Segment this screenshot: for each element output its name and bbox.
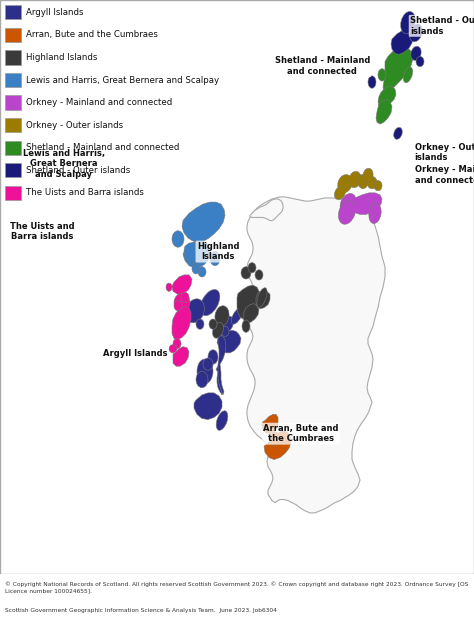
Text: © Copyright National Records of Scotland. All rights reserved Scottish Governmen: © Copyright National Records of Scotland… (5, 582, 468, 593)
Ellipse shape (173, 338, 181, 349)
Text: Shetland - Outer
islands: Shetland - Outer islands (410, 16, 474, 35)
Polygon shape (250, 199, 283, 220)
Ellipse shape (210, 252, 220, 266)
Ellipse shape (338, 201, 356, 224)
Text: Orkney - Mainland
and connected: Orkney - Mainland and connected (415, 166, 474, 185)
Text: Lewis and Harris, Great Bernera and Scalpay: Lewis and Harris, Great Bernera and Scal… (26, 76, 219, 84)
Ellipse shape (169, 345, 177, 353)
Polygon shape (264, 431, 291, 460)
Ellipse shape (196, 319, 204, 329)
Text: Orkney - Outer
islands: Orkney - Outer islands (415, 143, 474, 162)
Polygon shape (262, 414, 278, 434)
Text: Shetland - Mainland and connected: Shetland - Mainland and connected (26, 143, 179, 152)
Polygon shape (237, 285, 260, 319)
Ellipse shape (181, 292, 189, 302)
Polygon shape (184, 242, 210, 263)
Ellipse shape (374, 181, 382, 191)
Ellipse shape (401, 12, 415, 34)
Ellipse shape (203, 358, 213, 370)
Text: Orkney - Mainland and connected: Orkney - Mainland and connected (26, 98, 172, 107)
Ellipse shape (248, 263, 256, 273)
Ellipse shape (367, 176, 377, 189)
Ellipse shape (223, 316, 233, 332)
Polygon shape (378, 86, 396, 107)
Ellipse shape (174, 301, 182, 310)
Text: Highland
Islands: Highland Islands (197, 242, 239, 261)
Polygon shape (391, 30, 413, 55)
Ellipse shape (270, 432, 280, 446)
Ellipse shape (198, 266, 206, 277)
Text: Lewis and Harris,
Great Bernera
and Scalpay: Lewis and Harris, Great Bernera and Scal… (23, 149, 105, 179)
Ellipse shape (378, 69, 386, 81)
Text: Argyll Islands: Argyll Islands (26, 8, 83, 17)
Ellipse shape (241, 266, 251, 279)
Polygon shape (245, 197, 385, 513)
Ellipse shape (257, 288, 267, 307)
Ellipse shape (410, 24, 422, 42)
Ellipse shape (192, 264, 200, 274)
Text: Shetland - Outer islands: Shetland - Outer islands (26, 166, 130, 175)
Ellipse shape (200, 289, 220, 315)
Polygon shape (5, 5, 21, 19)
Text: Orkney - Outer islands: Orkney - Outer islands (26, 120, 123, 130)
Ellipse shape (215, 306, 229, 326)
Ellipse shape (216, 410, 228, 430)
Ellipse shape (174, 293, 190, 312)
Ellipse shape (231, 307, 243, 324)
Polygon shape (5, 163, 21, 178)
Polygon shape (172, 275, 192, 294)
Polygon shape (5, 50, 21, 65)
Polygon shape (5, 96, 21, 110)
Text: Highland Islands: Highland Islands (26, 53, 97, 62)
Ellipse shape (349, 171, 361, 188)
Ellipse shape (338, 175, 352, 193)
Ellipse shape (197, 359, 213, 384)
Ellipse shape (411, 47, 421, 60)
Polygon shape (5, 186, 21, 200)
Polygon shape (5, 140, 21, 155)
Ellipse shape (416, 57, 424, 66)
Ellipse shape (335, 186, 346, 199)
Polygon shape (243, 304, 259, 323)
Ellipse shape (242, 320, 250, 332)
Ellipse shape (369, 203, 381, 224)
Text: Argyll Islands: Argyll Islands (103, 349, 167, 358)
Ellipse shape (340, 194, 356, 212)
Polygon shape (182, 202, 225, 242)
Polygon shape (5, 118, 21, 132)
Polygon shape (194, 393, 222, 420)
Polygon shape (376, 99, 392, 124)
Ellipse shape (221, 326, 229, 337)
Text: Shetland - Mainland
and connected: Shetland - Mainland and connected (274, 57, 370, 76)
Ellipse shape (209, 319, 217, 329)
Polygon shape (183, 241, 210, 268)
Ellipse shape (166, 283, 172, 291)
Text: Scottish Government Geographic Information Science & Analysis Team.  June 2023. : Scottish Government Geographic Informati… (5, 608, 277, 613)
Ellipse shape (255, 270, 263, 280)
Text: The Uists and
Barra islands: The Uists and Barra islands (10, 222, 75, 241)
Text: Arran, Bute and the Cumbraes: Arran, Bute and the Cumbraes (26, 30, 158, 39)
Ellipse shape (196, 371, 208, 388)
Ellipse shape (186, 299, 204, 323)
Polygon shape (349, 193, 382, 214)
Ellipse shape (394, 127, 402, 139)
Text: Arran, Bute and
the Cumbraes: Arran, Bute and the Cumbraes (263, 424, 339, 443)
Polygon shape (218, 334, 226, 395)
Ellipse shape (403, 67, 413, 83)
Polygon shape (256, 290, 270, 309)
Text: The Uists and Barra islands: The Uists and Barra islands (26, 188, 144, 197)
Ellipse shape (368, 76, 376, 88)
Ellipse shape (212, 322, 223, 338)
Polygon shape (5, 73, 21, 87)
Ellipse shape (363, 168, 373, 183)
Polygon shape (173, 347, 189, 366)
Polygon shape (216, 335, 225, 395)
Polygon shape (172, 307, 191, 340)
Polygon shape (217, 330, 241, 353)
Ellipse shape (208, 350, 218, 364)
Ellipse shape (358, 175, 368, 189)
Polygon shape (383, 47, 413, 93)
Ellipse shape (172, 231, 184, 247)
Polygon shape (5, 28, 21, 42)
